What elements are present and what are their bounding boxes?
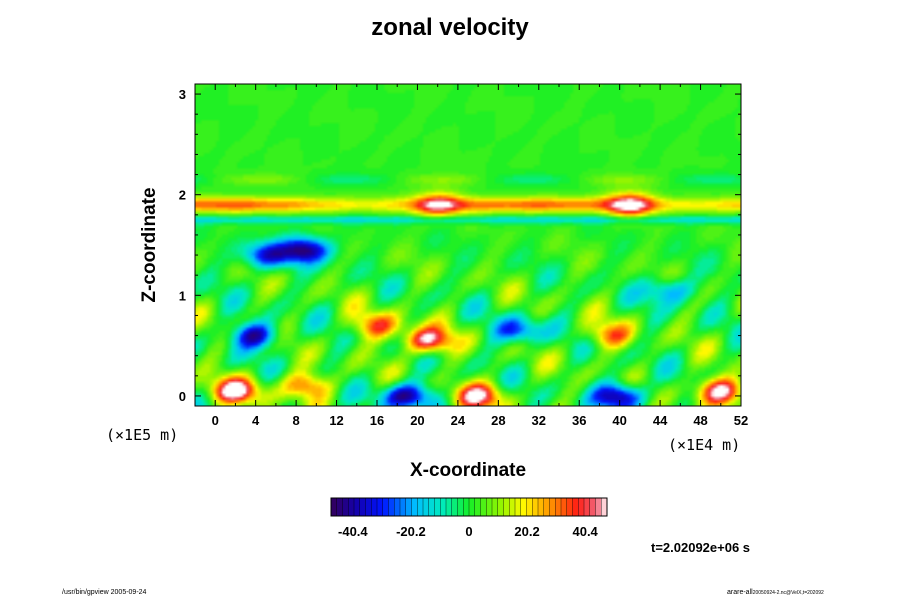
- x-tick-label: 24: [451, 413, 466, 428]
- colorbar-cell: [451, 498, 458, 516]
- colorbar-cell: [543, 498, 550, 516]
- colorbar-cell: [469, 498, 476, 516]
- colorbar-cell: [382, 498, 389, 516]
- colorbar-cell: [572, 498, 579, 516]
- colorbar-cell: [480, 498, 487, 516]
- y-axis-ticks: 0 1 2 3: [179, 87, 741, 404]
- y-tick-label: 1: [179, 288, 186, 303]
- colorbar-cell: [584, 498, 591, 516]
- x-tick-label: 16: [370, 413, 384, 428]
- colorbar-cell: [336, 498, 343, 516]
- x-tick-label: 4: [252, 413, 260, 428]
- x-tick-label: 8: [292, 413, 299, 428]
- colorbar-ticks: -40.4 -20.2 0 20.2 40.4: [338, 524, 599, 539]
- colorbar-cell: [434, 498, 441, 516]
- colorbar-cell: [400, 498, 407, 516]
- colorbar-cells: [330, 498, 608, 516]
- heatmap-field: [195, 84, 741, 406]
- plot-frame: [194, 83, 742, 407]
- colorbar-cell: [365, 498, 372, 516]
- colorbar-cell: [348, 498, 355, 516]
- colorbar-cell: [509, 498, 516, 516]
- colorbar-cell: [371, 498, 378, 516]
- colorbar-cell: [492, 498, 499, 516]
- colorbar-cell: [497, 498, 504, 516]
- colorbar-cell: [354, 498, 361, 516]
- y-axis-scale-note: (×1E5 m): [106, 426, 179, 444]
- colorbar-cell: [417, 498, 424, 516]
- colorbar-cell: [549, 498, 556, 516]
- x-tick-label: 48: [693, 413, 707, 428]
- colorbar-cell: [595, 498, 602, 516]
- footer-source-main: arare-all: [727, 589, 753, 596]
- footer-command: /usr/bin/gpview 2005-09-24: [62, 589, 147, 596]
- colorbar-cell: [394, 498, 401, 516]
- colorbar-cell: [377, 498, 384, 516]
- colorbar-tick-label: 40.4: [572, 524, 598, 539]
- colorbar-cell: [520, 498, 527, 516]
- colorbar-cell: [440, 498, 447, 516]
- colorbar-cell: [342, 498, 349, 516]
- x-tick-label: 40: [612, 413, 626, 428]
- x-axis-ticks: 0 4 8 12 16 20 24 28 32 36 40 44 48 52: [212, 84, 748, 428]
- colorbar-cell: [538, 498, 545, 516]
- colorbar-cell: [446, 498, 453, 516]
- plot-area: [194, 83, 742, 407]
- colorbar-cell: [555, 498, 562, 516]
- colorbar-cell: [359, 498, 366, 516]
- x-tick-label: 12: [329, 413, 343, 428]
- colorbar-cell: [474, 498, 481, 516]
- x-tick-label: 52: [734, 413, 748, 428]
- chart-title: zonal velocity: [371, 14, 529, 41]
- colorbar-tick-label: -20.2: [396, 524, 426, 539]
- colorbar-cell: [457, 498, 464, 516]
- colorbar-cell: [566, 498, 573, 516]
- colorbar-cell: [532, 498, 539, 516]
- x-tick-label: 32: [532, 413, 546, 428]
- x-axis-label: X-coordinate: [409, 460, 527, 481]
- colorbar-cell: [601, 498, 608, 516]
- colorbar-cell: [463, 498, 470, 516]
- colorbar-cell: [515, 498, 522, 516]
- x-tick-label: 28: [491, 413, 505, 428]
- x-tick-label: 0: [212, 413, 219, 428]
- colorbar-cell: [578, 498, 585, 516]
- colorbar-tick-label: -40.4: [338, 524, 368, 539]
- colorbar: -40.4 -20.2 0 20.2 40.4: [330, 497, 608, 539]
- colorbar-cell: [486, 498, 493, 516]
- y-tick-label: 2: [179, 188, 186, 203]
- y-tick-label: 0: [179, 389, 186, 404]
- colorbar-cell: [423, 498, 430, 516]
- footer-source-detail: 20050924-2.nc@VelX,t=202092: [752, 590, 824, 596]
- colorbar-cell: [331, 498, 338, 516]
- colorbar-tick-label: 20.2: [514, 524, 539, 539]
- colorbar-cell: [589, 498, 596, 516]
- colorbar-cell: [428, 498, 435, 516]
- footer-source: arare-all20050924-2.nc@VelX,t=202092: [727, 589, 824, 596]
- colorbar-cell: [388, 498, 395, 516]
- time-annotation: t=2.02092e+06 s: [651, 540, 751, 555]
- colorbar-cell: [405, 498, 412, 516]
- colorbar-cell: [411, 498, 418, 516]
- colorbar-frame: [330, 497, 608, 517]
- x-tick-label: 44: [653, 413, 668, 428]
- y-tick-label: 3: [179, 87, 186, 102]
- x-axis-scale-note: (×1E4 m): [668, 436, 741, 454]
- colorbar-cell: [526, 498, 533, 516]
- colorbar-cell: [503, 498, 510, 516]
- colorbar-cell: [561, 498, 568, 516]
- colorbar-tick-label: 0: [465, 524, 472, 539]
- x-tick-label: 20: [410, 413, 424, 428]
- x-tick-label: 36: [572, 413, 586, 428]
